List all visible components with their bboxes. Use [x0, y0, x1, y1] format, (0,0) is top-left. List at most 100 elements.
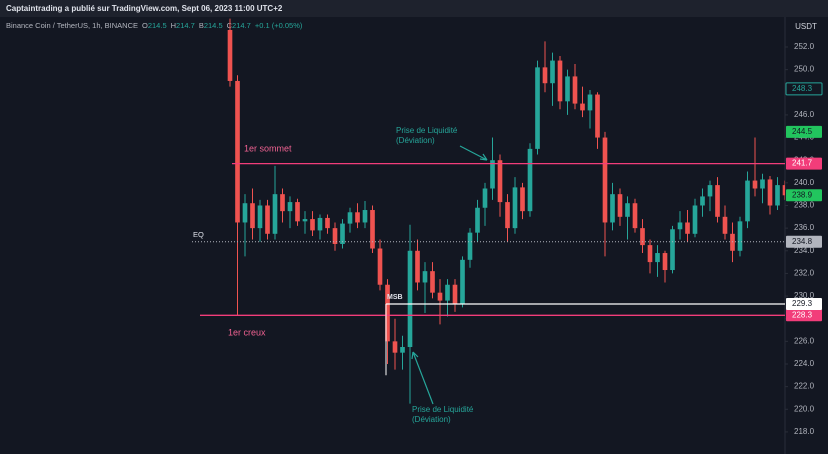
legend-change: +0.1 (+0.05%)	[255, 21, 303, 30]
price-tag-label: 234.8	[792, 237, 813, 246]
y-tick-label: 252.0	[794, 42, 815, 51]
candle-body	[655, 253, 660, 263]
y-tick-label: 246.0	[794, 110, 815, 119]
candle-body	[767, 179, 773, 206]
candle-body	[310, 219, 315, 231]
candle-body	[602, 137, 608, 223]
candle-body	[490, 160, 495, 189]
candle-body	[250, 203, 255, 229]
candle-body	[745, 180, 750, 222]
candle-body	[370, 210, 375, 249]
candle-body	[580, 103, 585, 111]
candle-body	[610, 194, 615, 223]
candle-body	[422, 271, 428, 283]
candle-body	[415, 250, 420, 283]
price-tag-label: 248.3	[792, 84, 813, 93]
candle-body	[437, 292, 443, 301]
candle-body	[565, 76, 570, 102]
symbol: Binance Coin / TetherUS, 1h, BINANCE	[6, 21, 138, 30]
ohlc-legend: O214.5 H214.7 B214.5 C214.7 +0.1 (+0.05%)	[142, 21, 303, 30]
candle-body	[385, 284, 390, 342]
candle-body	[752, 180, 758, 189]
candle-body	[572, 76, 578, 104]
y-tick-label: 234.0	[794, 246, 815, 255]
candle-body	[340, 223, 345, 244]
legend-value: 214.5	[148, 21, 167, 30]
candle-body	[280, 194, 285, 212]
annotation: 1er sommet	[244, 143, 292, 153]
candle-body	[332, 228, 338, 244]
candle-body	[347, 212, 353, 224]
candle-body	[362, 210, 368, 223]
candle-body	[482, 188, 488, 208]
annotation: (Déviation)	[412, 415, 451, 424]
candle-body	[377, 248, 383, 285]
candle-body	[715, 185, 720, 217]
candle-body	[467, 232, 473, 260]
candle-body	[760, 179, 765, 189]
candle-body	[407, 250, 413, 348]
price-tag-label: 241.7	[792, 159, 813, 168]
price-tag	[786, 297, 822, 310]
legend-label: O	[142, 21, 148, 30]
candle-body	[692, 205, 698, 234]
candle-body	[632, 203, 638, 229]
candle-body	[445, 284, 450, 301]
candle-body	[617, 194, 623, 217]
candle-body	[242, 203, 248, 223]
candle-body	[670, 229, 675, 271]
candle-body	[647, 245, 653, 263]
legend-label: B	[199, 21, 204, 30]
y-tick-label: 232.0	[794, 269, 815, 278]
price-tag-label: 238.9	[792, 190, 813, 199]
candle-body	[677, 222, 683, 230]
y-tick-label: 218.0	[794, 427, 815, 436]
price-tag	[786, 157, 822, 170]
candle-body	[452, 284, 458, 304]
candle-body	[730, 233, 735, 251]
candle-body	[662, 253, 668, 271]
price-tag-label: 228.3	[792, 310, 813, 319]
annotation: EQ	[193, 230, 204, 239]
candle-body	[595, 94, 600, 138]
candle-body	[400, 347, 405, 353]
candle-body	[722, 216, 728, 234]
candle-body	[272, 194, 278, 234]
price-axis: 218.0220.0222.0224.0226.0228.0230.0232.0…	[785, 42, 823, 436]
candle-body	[625, 203, 630, 217]
header-bar	[0, 0, 828, 17]
candle-body	[355, 212, 360, 223]
annotation: Prise de Liquidité	[412, 405, 474, 414]
price-tag	[786, 309, 822, 322]
candle-body	[430, 271, 435, 293]
candle-body	[707, 185, 713, 197]
candle-body	[460, 259, 465, 304]
annotation: MSB	[387, 294, 403, 301]
candle-body	[557, 60, 563, 102]
legend-text: O214.5 H214.7 B214.5 C214.7 +0.1 (+0.05%)	[142, 21, 303, 30]
legend-value: 214.7	[176, 21, 195, 30]
annotation: 1er creux	[228, 327, 266, 337]
legend-value: 214.7	[232, 21, 251, 30]
candle-body	[527, 148, 533, 212]
candle-body	[737, 221, 743, 251]
y-tick-label: 222.0	[794, 382, 815, 391]
annotation: (Déviation)	[396, 136, 435, 145]
candles	[227, 18, 785, 404]
candle-body	[520, 187, 525, 212]
candle-body	[325, 217, 330, 229]
candle-body	[295, 202, 300, 222]
currency: USDT	[795, 22, 817, 31]
candle-body	[782, 185, 785, 196]
price-tag	[786, 235, 822, 248]
candle-body	[587, 94, 593, 111]
candle-body	[227, 30, 233, 81]
y-tick-label: 220.0	[794, 404, 815, 413]
y-tick-label: 226.0	[794, 336, 815, 345]
candle-body	[302, 219, 308, 222]
overlay: 1er sommet 1er creux EQ MSB Prise de Liq…	[192, 126, 785, 424]
candle-body	[550, 60, 555, 84]
candle-body	[505, 202, 510, 229]
candle-body	[700, 196, 705, 206]
